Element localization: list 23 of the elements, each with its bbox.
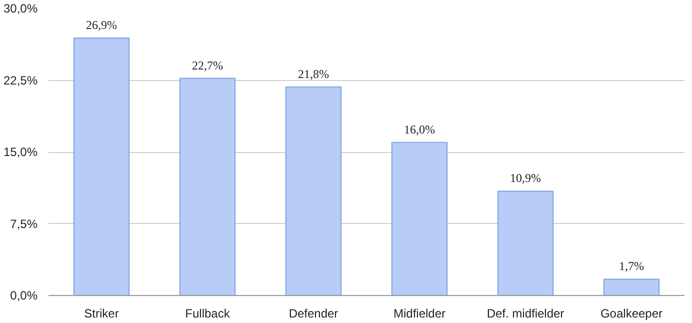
x-tick-label: Def. midfielder [486, 306, 564, 320]
x-tick-label: Fullback [185, 306, 231, 320]
bar [73, 38, 130, 296]
x-tick-label: Goalkeeper [600, 306, 663, 320]
data-label: 10,9% [510, 171, 541, 186]
bar [497, 190, 554, 296]
y-tick-label: 0,0% [10, 288, 38, 302]
bar [285, 86, 342, 296]
y-tick-label: 22,5% [3, 73, 38, 88]
x-tick-label: Defender [288, 306, 338, 320]
data-label: 16,0% [404, 122, 435, 136]
bar [179, 78, 236, 296]
y-tick-label: 7,5% [10, 216, 38, 231]
bar [603, 278, 660, 296]
data-label: 1,7% [619, 259, 644, 274]
x-tick-label: Striker [84, 306, 119, 320]
y-tick-label: 15,0% [3, 145, 38, 159]
x-tick-label: Midfielder [393, 306, 446, 320]
bar [391, 142, 448, 296]
data-label: 22,7% [192, 58, 223, 72]
data-label: 26,9% [86, 18, 117, 32]
y-tick-label: 30,0% [3, 2, 38, 16]
data-label: 21,8% [298, 66, 329, 81]
